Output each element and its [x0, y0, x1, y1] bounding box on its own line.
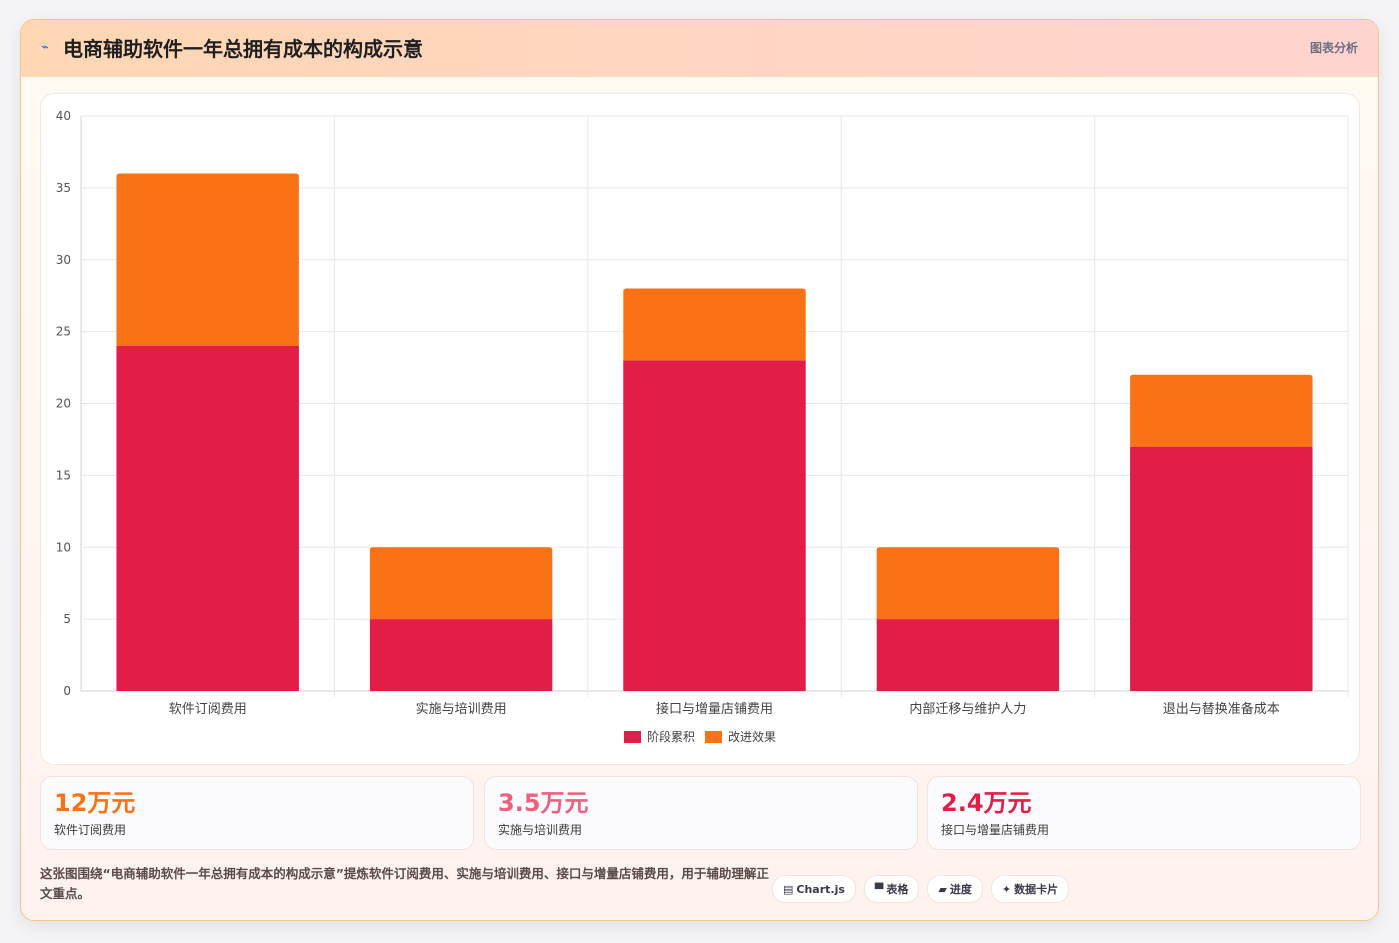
- bar-segment-2: [876, 547, 1060, 620]
- chart-legend: 阶段累积 改进效果: [41, 728, 1359, 745]
- stat-value-3: 2.4万元: [941, 789, 1032, 817]
- x-tick-label: 退出与替换准备成本: [1163, 701, 1280, 717]
- y-tick-label: 40: [56, 109, 71, 123]
- card-header: ⌁ 电商辅助软件一年总拥有成本的构成示意 图表分析: [21, 20, 1378, 77]
- y-tick-label: 15: [56, 468, 71, 482]
- bar-segment-2: [623, 288, 806, 361]
- stat-card-1: 12万元 软件订阅费用: [40, 776, 474, 850]
- line-chart-icon: ⌁: [41, 40, 49, 55]
- x-tick-label: 接口与增量店铺费用: [656, 701, 773, 717]
- y-tick-label: 10: [56, 540, 71, 554]
- bar-segment-1: [116, 346, 299, 691]
- x-tick-label: 实施与培训费用: [416, 701, 507, 717]
- chip-chartjs[interactable]: ▤ Chart.js: [772, 875, 856, 903]
- y-tick-label: 25: [56, 325, 71, 339]
- stat-cards: 12万元 软件订阅费用 3.5万元 实施与培训费用 2.4万元 接口与增量店铺费…: [40, 776, 1361, 850]
- chip-table[interactable]: ▀ 表格: [863, 875, 920, 903]
- chip-progress[interactable]: ▰ 进度: [927, 875, 983, 903]
- y-tick-label: 0: [63, 684, 71, 698]
- legend-swatch-series-2: [705, 730, 722, 743]
- x-tick-label: 内部迁移与维护人力: [909, 701, 1026, 717]
- sparkle-icon: ✦: [1001, 882, 1012, 896]
- bar-segment-1: [1130, 446, 1313, 691]
- chart-panel: 0 5 10 15 20 25 30 35 40 软件订阅费用 实施与培训费用 接口与增量店铺费用 内部…: [40, 93, 1360, 765]
- stacked-bar-chart: 0 5 10 15 20 25 30 35 40 软件订阅费用 实施与培训费用 接口与增量店铺费用 内部…: [56, 109, 1349, 717]
- stat-card-3: 2.4万元 接口与增量店铺费用: [927, 776, 1361, 850]
- table-icon: ▀: [874, 882, 884, 896]
- chart-analysis-tag: 图表分析: [1309, 41, 1358, 55]
- y-tick-label: 35: [56, 181, 71, 195]
- legend-item-series-2[interactable]: 改进效果: [705, 728, 776, 745]
- stat-value-2: 3.5万元: [498, 789, 589, 817]
- tech-chips: ▤ Chart.js ▀ 表格 ▰ 进度 ✦ 数据卡片: [772, 875, 1070, 903]
- progress-icon: ▰: [938, 882, 947, 896]
- chip-label: 进度: [949, 883, 972, 896]
- stat-label-1: 软件订阅费用: [54, 823, 127, 837]
- page-title: 电商辅助软件一年总拥有成本的构成示意: [63, 37, 423, 61]
- legend-swatch-series-1: [623, 730, 641, 743]
- legend-label-series-1: 阶段累积: [646, 730, 695, 744]
- bar-segment-2: [1130, 374, 1313, 447]
- y-tick-label: 5: [63, 612, 71, 626]
- legend-label-series-2: 改进效果: [728, 730, 777, 744]
- bar-segment-1: [623, 360, 806, 691]
- stat-label-2: 实施与培训费用: [498, 823, 583, 837]
- legend-item-series-1[interactable]: 阶段累积: [623, 728, 695, 745]
- chip-data-card[interactable]: ✦ 数据卡片: [990, 875, 1070, 903]
- bar-segment-1: [876, 619, 1060, 691]
- stat-label-3: 接口与增量店铺费用: [941, 823, 1050, 837]
- chart-icon: ▤: [783, 882, 794, 896]
- x-tick-label: 软件订阅费用: [169, 702, 247, 717]
- chart-card: ⌁ 电商辅助软件一年总拥有成本的构成示意 图表分析 0 5 10 15 20 25 30 35…: [20, 19, 1379, 921]
- chip-label: 表格: [886, 883, 909, 896]
- bar-segment-1: [369, 619, 553, 691]
- stat-card-2: 3.5万元 实施与培训费用: [484, 776, 918, 850]
- y-tick-label: 30: [56, 253, 71, 267]
- chip-label: Chart.js: [796, 882, 845, 896]
- bar-segment-2: [369, 547, 553, 620]
- chip-label: 数据卡片: [1014, 883, 1059, 896]
- y-tick-label: 20: [56, 397, 71, 411]
- bar-segment-2: [116, 173, 299, 346]
- stat-value-1: 12万元: [54, 789, 136, 817]
- chart-description: 这张图围绕“电商辅助软件一年总拥有成本的构成示意”提炼软件订阅费用、实施与培训费…: [40, 866, 769, 901]
